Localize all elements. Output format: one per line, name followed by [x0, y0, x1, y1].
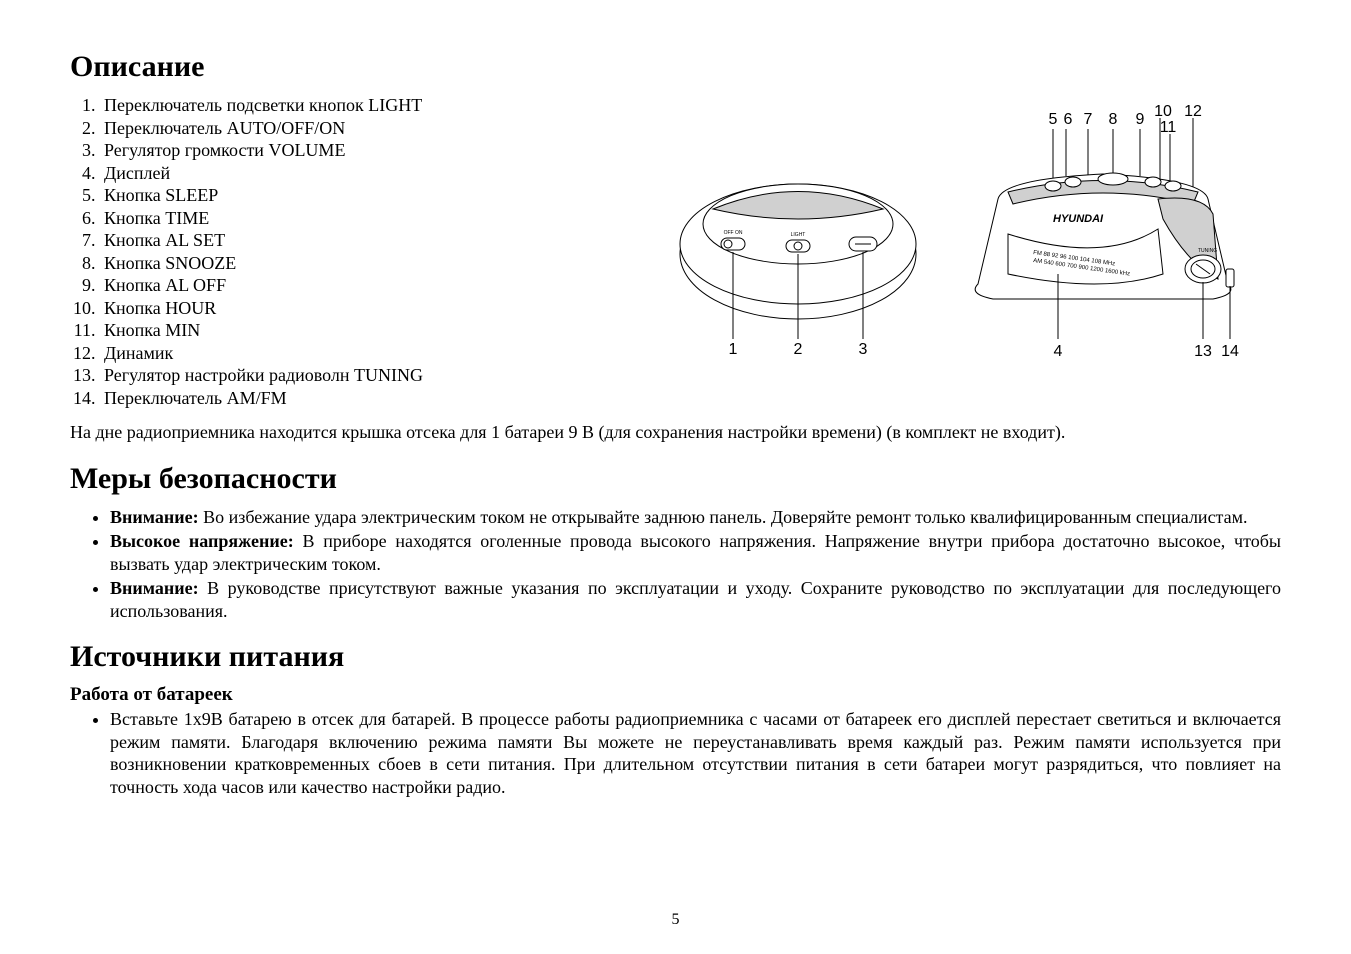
svg-text:HYUNDAI: HYUNDAI: [1053, 213, 1104, 225]
list-item: Переключатель AUTO/OFF/ON: [100, 117, 615, 140]
svg-text:3: 3: [859, 341, 868, 358]
svg-text:5: 5: [1049, 111, 1058, 128]
description-list-column: Переключатель подсветки кнопок LIGHT Пер…: [70, 94, 615, 409]
list-item: Высокое напряжение: В приборе находятся …: [110, 530, 1281, 575]
list-item: Регулятор настройки радиоволн TUNING: [100, 364, 615, 387]
list-item: Кнопка HOUR: [100, 297, 615, 320]
safety-bold: Высокое напряжение:: [110, 531, 294, 551]
list-item: Кнопка TIME: [100, 207, 615, 230]
heading-description: Описание: [70, 50, 1281, 84]
heading-battery: Работа от батареек: [70, 684, 1281, 706]
safety-text: В руководстве присутствуют важные указан…: [110, 578, 1281, 621]
svg-text:1: 1: [729, 341, 738, 358]
list-item: Динамик: [100, 342, 615, 365]
safety-list: Внимание: Во избежание удара электрическ…: [70, 506, 1281, 623]
list-item: Внимание: Во избежание удара электрическ…: [110, 506, 1281, 529]
svg-text:LIGHT: LIGHT: [791, 232, 806, 238]
list-item: Кнопка MIN: [100, 319, 615, 342]
safety-bold: Внимание:: [110, 578, 199, 598]
svg-text:OFF ON: OFF ON: [724, 230, 743, 236]
list-item: Вставьте 1x9В батарею в отсек для батаре…: [110, 708, 1281, 798]
svg-text:8: 8: [1109, 111, 1118, 128]
svg-text:12: 12: [1184, 104, 1202, 120]
svg-text:2: 2: [794, 341, 803, 358]
heading-power: Источники питания: [70, 640, 1281, 674]
safety-bold: Внимание:: [110, 507, 199, 527]
svg-text:7: 7: [1084, 111, 1093, 128]
svg-text:13: 13: [1194, 343, 1212, 360]
svg-text:11: 11: [1160, 119, 1177, 136]
page-number: 5: [0, 911, 1351, 929]
svg-text:14: 14: [1221, 343, 1239, 360]
list-item: Кнопка SNOOZE: [100, 252, 615, 275]
list-item: Кнопка AL OFF: [100, 274, 615, 297]
description-section: Переключатель подсветки кнопок LIGHT Пер…: [70, 94, 1281, 409]
svg-text:9: 9: [1136, 111, 1145, 128]
list-item: Кнопка AL SET: [100, 229, 615, 252]
description-list: Переключатель подсветки кнопок LIGHT Пер…: [70, 94, 615, 409]
power-list: Вставьте 1x9В батарею в отсек для батаре…: [70, 708, 1281, 798]
battery-compartment-note: На дне радиоприемника находится крышка о…: [70, 421, 1281, 444]
list-item: Внимание: В руководстве присутствуют важ…: [110, 577, 1281, 622]
safety-text: Во избежание удара электрическим током н…: [199, 507, 1248, 527]
svg-text:10: 10: [1154, 104, 1172, 120]
list-item: Дисплей: [100, 162, 615, 185]
list-item: Переключатель подсветки кнопок LIGHT: [100, 94, 615, 117]
list-item: Переключатель AM/FM: [100, 387, 615, 410]
list-item: Регулятор громкости VOLUME: [100, 139, 615, 162]
svg-text:6: 6: [1064, 111, 1073, 128]
list-item: Кнопка SLEEP: [100, 184, 615, 207]
heading-safety: Меры безопасности: [70, 462, 1281, 496]
device-diagram: OFF ON LIGHT 1 2: [668, 104, 1248, 394]
svg-text:TUNING: TUNING: [1198, 248, 1217, 254]
diagram-column: OFF ON LIGHT 1 2: [635, 94, 1281, 409]
svg-text:4: 4: [1054, 343, 1063, 360]
